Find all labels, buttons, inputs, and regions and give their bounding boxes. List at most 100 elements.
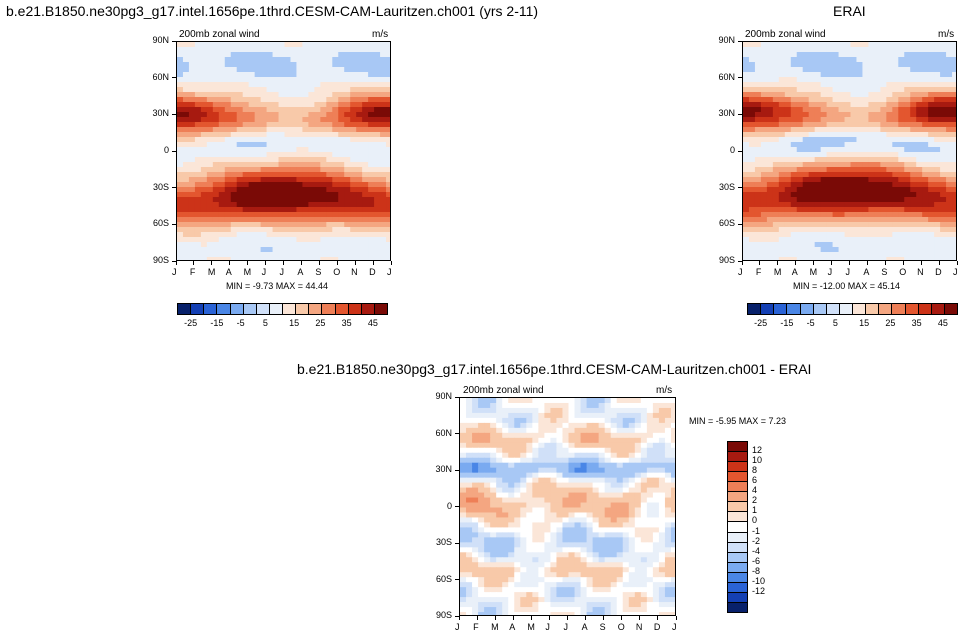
panel2-cell (820, 52, 828, 58)
panel3-cell (598, 467, 606, 474)
panel3-cell (634, 552, 642, 558)
panel3-cell (646, 587, 654, 593)
panel3-cell (502, 547, 509, 553)
panel1-cell (248, 257, 256, 260)
panel3-cell (598, 607, 606, 613)
panel2-cell (910, 97, 917, 103)
panel1-cell (212, 187, 220, 193)
panel3-colorbar-label: 2 (752, 495, 758, 506)
panel1-colorbar-swatch (229, 303, 244, 315)
panel2-cell (808, 177, 816, 183)
panel1-cell (212, 222, 220, 228)
panel1-cell (374, 52, 381, 58)
panel1-cell (356, 247, 363, 253)
panel1-cell (332, 177, 339, 183)
panel1-cell (284, 257, 292, 260)
panel2-cell (754, 207, 762, 213)
panel1-cell (266, 197, 274, 203)
panel1-cell (206, 97, 214, 103)
panel2-cell (743, 207, 750, 213)
panel2-cell (892, 182, 899, 188)
panel3-cell (538, 602, 545, 608)
panel1-cell (218, 217, 226, 223)
panel2-cell (808, 77, 816, 83)
panel2-cell (892, 77, 899, 83)
panel2-cell (844, 222, 852, 228)
panel2-cell (814, 222, 822, 228)
panel1-cell (230, 57, 238, 63)
panel1-cell (248, 192, 256, 198)
panel2-cell (952, 57, 956, 63)
panel1-ytick-label: 90S (152, 255, 169, 265)
panel3-cell (580, 562, 588, 568)
panel3-cell (610, 407, 618, 414)
panel3-cell (640, 472, 648, 479)
panel1-cell (230, 232, 238, 238)
panel2-cell (916, 77, 923, 83)
panel2-cell (898, 117, 905, 123)
panel2-xtick (956, 261, 958, 265)
panel3-cell (652, 547, 660, 553)
panel1-xtick (265, 261, 267, 265)
panel3-cell (592, 607, 600, 613)
panel3-cell (478, 447, 485, 454)
panel2-cell (778, 87, 786, 93)
panel2-cell (922, 52, 929, 58)
panel2-cell (820, 177, 828, 183)
panel3-cell (520, 552, 527, 558)
panel1-cell (290, 112, 298, 118)
panel3-cell (490, 527, 497, 533)
panel1-cell (362, 242, 369, 248)
panel2-cell (844, 102, 852, 108)
panel3-cell (610, 532, 618, 538)
panel3-cell (634, 607, 642, 613)
panel3-cell (562, 512, 570, 519)
panel3-cell (466, 467, 473, 474)
panel2-cell (844, 97, 852, 103)
panel2-cell (898, 242, 905, 248)
panel2-cell (922, 117, 929, 123)
panel3-cell (616, 572, 624, 578)
panel3-cell (574, 602, 582, 608)
panel3-cell (568, 597, 576, 603)
panel3-cell (646, 477, 654, 484)
panel2-cell (808, 112, 816, 118)
panel2-cell (952, 162, 956, 168)
panel3-cell (460, 582, 467, 588)
panel1-cell (194, 152, 202, 158)
panel2-cell (874, 242, 881, 248)
panel1-cell (386, 122, 390, 128)
panel3-cell (532, 612, 539, 615)
panel1-cell (182, 172, 190, 178)
panel3-cell (460, 592, 467, 598)
panel1-cell (218, 222, 226, 228)
panel1-cell (182, 177, 190, 183)
panel2-cell (778, 247, 786, 253)
panel3-cell (478, 597, 485, 603)
panel2-xtick-label: A (863, 267, 870, 277)
panel1-cell (206, 87, 214, 93)
panel2-xtick-label: D (935, 267, 942, 277)
panel3-cell (670, 452, 675, 459)
panel3-cell (628, 398, 636, 404)
panel1-cell (344, 247, 351, 253)
panel1-cell (182, 62, 190, 68)
panel1-cell (308, 202, 315, 208)
panel3-cell (550, 412, 558, 419)
panel1-cell (182, 112, 190, 118)
panel1-cell (338, 227, 345, 233)
panel1-cell (302, 107, 309, 113)
panel1-cell (278, 112, 286, 118)
panel3-cell (568, 487, 576, 494)
panel3-cell (466, 487, 473, 494)
panel1-cell (224, 187, 232, 193)
panel1-cell (248, 187, 256, 193)
panel2-cell (862, 57, 870, 63)
panel1-cell (350, 122, 357, 128)
panel2-cell (802, 217, 810, 223)
panel3-cell (592, 572, 600, 578)
panel2-cell (814, 132, 822, 138)
panel1-cell (182, 247, 190, 253)
panel3-xtick (603, 616, 605, 620)
panel2-cell (874, 117, 881, 123)
